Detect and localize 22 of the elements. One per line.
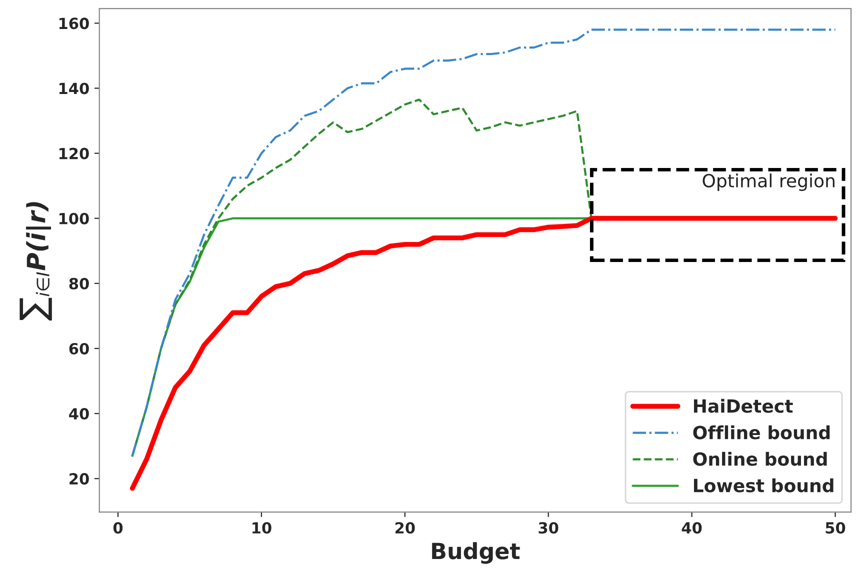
y-tick-label: 160 <box>59 18 89 30</box>
y-tick-label: 60 <box>69 342 89 354</box>
legend-label: Offline bound <box>693 425 830 440</box>
y-tick-label: 40 <box>69 408 89 420</box>
x-tick-label: 40 <box>682 522 702 534</box>
x-axis-title: Budget <box>432 542 520 564</box>
line-series <box>130 216 838 491</box>
x-tick-label: 0 <box>113 522 123 534</box>
y-tick-label: 20 <box>70 473 89 485</box>
legend-label: Online bound <box>693 452 827 466</box>
y-tick-label: 80 <box>69 278 89 290</box>
y-tick-label: 100 <box>59 212 89 224</box>
legend-label: Lowest bound <box>694 478 834 492</box>
x-tick-label: 10 <box>252 522 272 534</box>
y-tick-label: 120 <box>59 148 89 160</box>
annotation: Optimal region <box>702 174 834 191</box>
x-tick-label: 20 <box>395 522 415 534</box>
x-tick-label: 50 <box>826 522 846 534</box>
y-axis-title: ∑$_{i∈I}$P(i|r) <box>20 202 52 321</box>
x-tick-label: 30 <box>538 522 558 534</box>
legend-label: HaiDetect <box>694 398 793 413</box>
y-tick-label: 140 <box>59 82 89 94</box>
